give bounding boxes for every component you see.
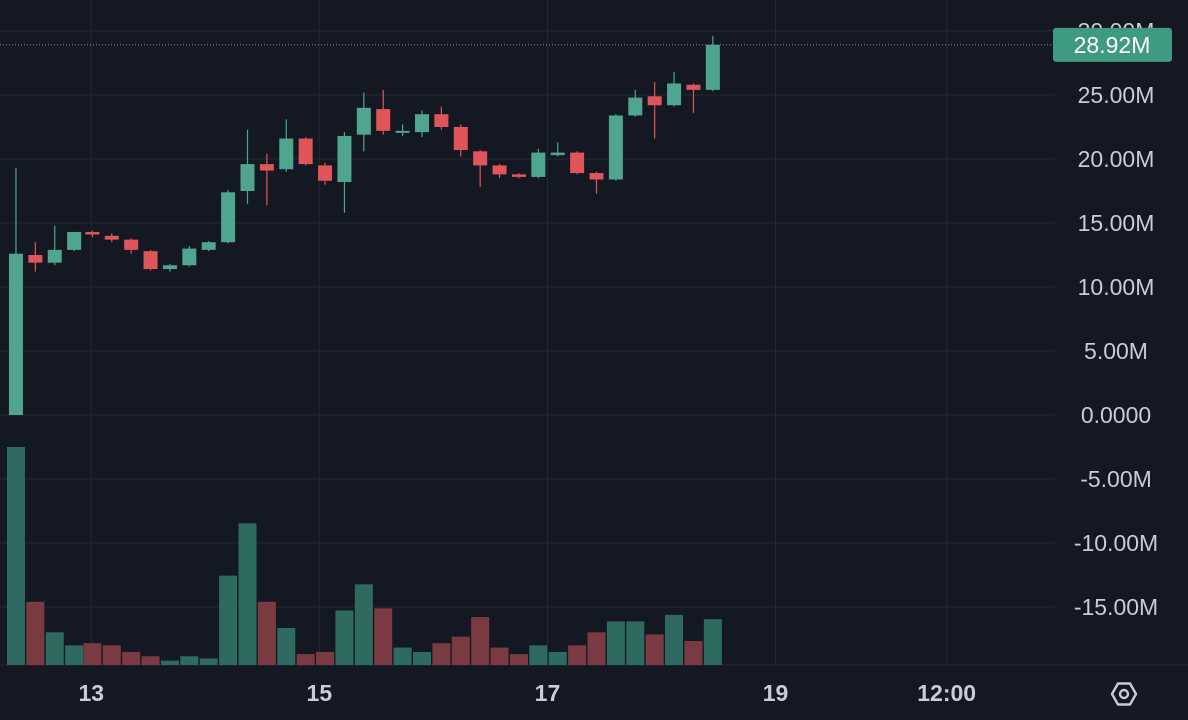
candle-body bbox=[337, 135, 352, 183]
candle-body bbox=[705, 44, 720, 90]
volume-bar bbox=[122, 651, 141, 665]
candle-body bbox=[531, 152, 546, 177]
candle-body bbox=[143, 251, 158, 270]
candle-body bbox=[647, 96, 662, 106]
gear-center bbox=[1118, 688, 1130, 700]
candle-body bbox=[259, 164, 274, 171]
candle-body bbox=[104, 235, 119, 240]
volume-bar bbox=[451, 636, 470, 665]
candle-body bbox=[608, 115, 623, 180]
candle-body bbox=[67, 231, 82, 250]
candle-body bbox=[511, 174, 526, 177]
candle-body bbox=[47, 249, 62, 263]
last-price-value: 28.92M bbox=[1074, 32, 1151, 58]
candle-body bbox=[85, 231, 100, 235]
volume-bar bbox=[45, 632, 64, 665]
candle-body bbox=[240, 164, 255, 191]
candle-body bbox=[162, 265, 177, 270]
y-tick-label: 10.00M bbox=[1078, 274, 1155, 300]
volume-bar bbox=[26, 601, 45, 665]
candle-body bbox=[589, 173, 604, 180]
candle-body bbox=[570, 152, 585, 174]
candle-body bbox=[318, 165, 333, 181]
candle-body bbox=[221, 192, 236, 243]
volume-bar bbox=[277, 627, 296, 665]
candle-body bbox=[492, 165, 507, 175]
volume-bar bbox=[141, 656, 160, 665]
volume-bar bbox=[102, 645, 121, 665]
x-tick-label: 17 bbox=[535, 680, 561, 706]
volume-bar bbox=[548, 651, 567, 665]
x-tick-label: 13 bbox=[78, 680, 104, 706]
y-tick-label: 25.00M bbox=[1078, 82, 1155, 108]
time-axis[interactable]: 13 15 17 19 12:00 bbox=[78, 680, 976, 706]
volume-bar bbox=[413, 651, 431, 665]
y-tick-label: 5.00M bbox=[1084, 338, 1148, 364]
volume-bar bbox=[587, 632, 606, 665]
volume-bar bbox=[393, 647, 412, 665]
volume-bar bbox=[703, 619, 722, 665]
volume-bar bbox=[606, 621, 625, 665]
candle-body bbox=[395, 130, 410, 133]
candle-body bbox=[667, 83, 682, 106]
volume-bar bbox=[665, 614, 684, 665]
y-tick-label: 0.0000 bbox=[1081, 402, 1151, 428]
candle-body bbox=[182, 248, 197, 266]
candle-body bbox=[473, 151, 488, 166]
y-tick-label: -15.00M bbox=[1074, 594, 1158, 620]
candle-body bbox=[686, 84, 701, 90]
volume-bar bbox=[83, 643, 102, 665]
volume-bar bbox=[65, 645, 84, 665]
volume-bar bbox=[160, 660, 179, 665]
volume-bar bbox=[219, 575, 238, 665]
volume-bar bbox=[645, 634, 664, 665]
last-price-label: 28.92M bbox=[1053, 27, 1172, 62]
candle-body bbox=[434, 114, 449, 127]
volume-bar bbox=[6, 447, 25, 665]
volume-bar bbox=[199, 658, 218, 665]
candle-body bbox=[356, 107, 371, 135]
candle-body bbox=[628, 97, 643, 116]
volume-bar bbox=[490, 647, 509, 665]
volume-bar bbox=[529, 645, 548, 665]
y-tick-label: -5.00M bbox=[1080, 466, 1152, 492]
candle-body bbox=[550, 152, 565, 156]
hexagon-gear-icon[interactable] bbox=[1110, 682, 1138, 706]
candle-body bbox=[201, 242, 216, 250]
candle-body bbox=[8, 253, 23, 415]
x-tick-label: 15 bbox=[307, 680, 333, 706]
candle-body bbox=[28, 255, 43, 263]
x-tick-label: 19 bbox=[763, 680, 789, 706]
volume-bar bbox=[296, 654, 315, 665]
candle-body bbox=[279, 138, 294, 170]
y-tick-label: -10.00M bbox=[1074, 530, 1158, 556]
candle-body bbox=[453, 127, 468, 151]
volume-bar bbox=[471, 617, 490, 665]
volume-bar bbox=[374, 608, 393, 665]
volume-bar bbox=[316, 651, 335, 665]
candle-body bbox=[298, 138, 313, 165]
volume-bar bbox=[684, 641, 703, 665]
volume-bar bbox=[335, 610, 354, 665]
candle-body bbox=[415, 114, 429, 133]
volume-bar bbox=[238, 523, 257, 665]
candle-body bbox=[376, 109, 391, 131]
volume-bar bbox=[257, 601, 276, 665]
volume-bar bbox=[568, 645, 587, 665]
y-tick-label: 20.00M bbox=[1078, 146, 1155, 172]
volume-bar bbox=[354, 584, 373, 665]
hexagon-outline bbox=[1110, 682, 1138, 706]
volume-bar bbox=[509, 654, 528, 665]
volume-bars bbox=[6, 447, 722, 665]
volume-bar bbox=[180, 656, 199, 665]
price-candles bbox=[8, 36, 720, 415]
y-tick-label: 15.00M bbox=[1078, 210, 1155, 236]
volume-bar bbox=[626, 621, 645, 665]
last-price-label-background bbox=[1053, 27, 1172, 62]
x-tick-label: 12:00 bbox=[917, 680, 976, 706]
candle-body bbox=[124, 239, 139, 250]
volume-bar bbox=[432, 643, 451, 665]
